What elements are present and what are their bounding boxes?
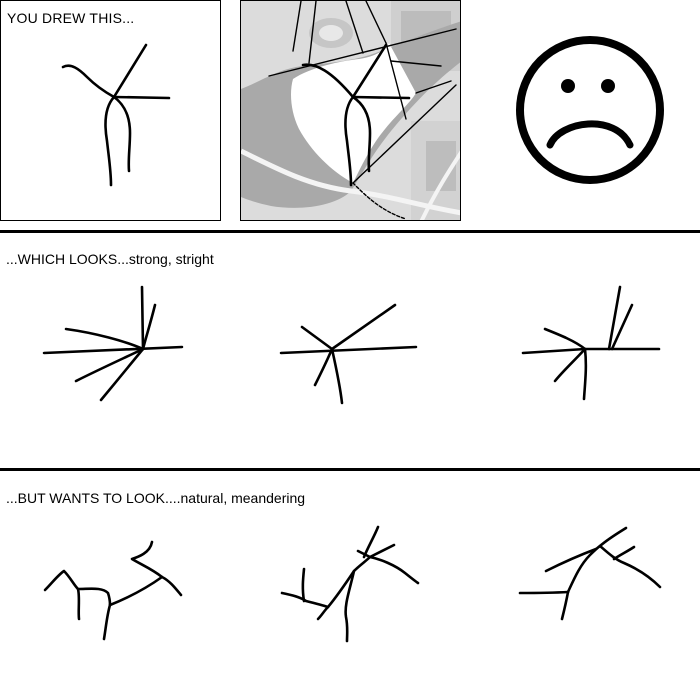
meandering-sketch-3	[518, 526, 662, 621]
section-divider	[0, 468, 700, 471]
drawing-label: YOU DREW THIS...	[7, 10, 135, 26]
map-stroke	[351, 43, 388, 99]
section-divider	[0, 230, 700, 233]
meandering-label: ...BUT WANTS TO LOOK....natural, meander…	[6, 490, 306, 506]
straight-sketch-1	[42, 285, 184, 402]
meandering-sketches	[43, 525, 662, 643]
map-stroke	[351, 95, 411, 100]
meandering-sketch-1	[43, 540, 183, 641]
aerial-map-panel	[240, 0, 461, 221]
straight-sketch-3	[521, 285, 661, 401]
sketch-stroke	[112, 95, 132, 173]
sketch-stroke	[112, 95, 171, 100]
sketch-stroke	[61, 64, 116, 99]
aerial-map-overlay	[241, 1, 460, 220]
map-stroke	[344, 95, 355, 187]
straight-sketch-2	[279, 303, 418, 405]
user-sketch	[61, 43, 171, 187]
strong-label: ...WHICH LOOKS...strong, stright	[6, 251, 214, 267]
sketch-stroke	[104, 95, 116, 187]
sketch-stroke	[112, 43, 148, 99]
sad-face-icon	[505, 25, 675, 195]
map-stroke	[301, 63, 355, 99]
straight-sketches	[42, 285, 661, 405]
meandering-sketch-2	[280, 525, 420, 643]
map-stroke	[351, 95, 372, 173]
user-drawing-panel: YOU DREW THIS...	[0, 0, 221, 221]
